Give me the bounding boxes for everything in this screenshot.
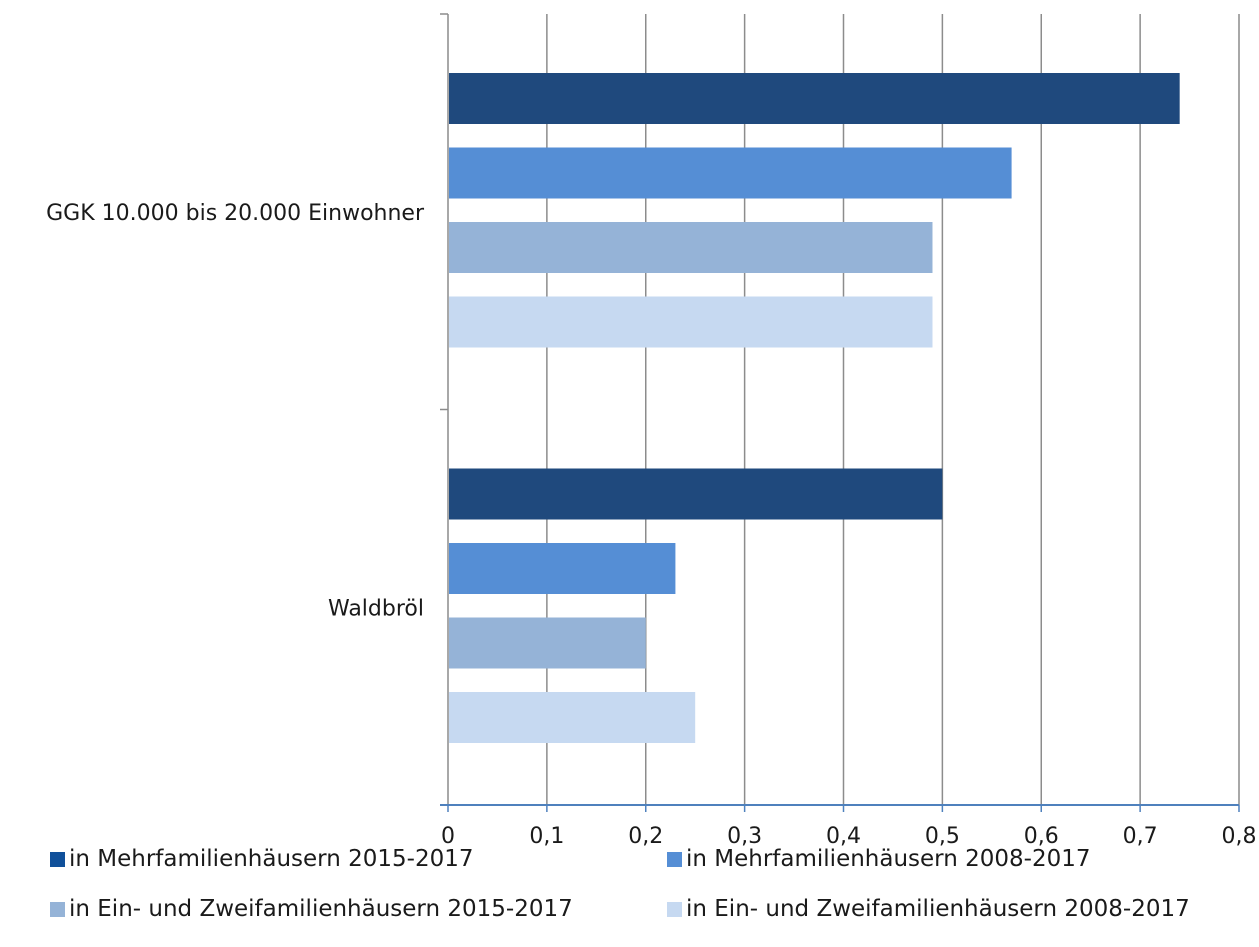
x-tick-label: 0,1	[529, 824, 564, 846]
bar-ggk-series-3	[449, 296, 933, 348]
legend-item: in Ein- und Zweifamilienhäusern 2008-201…	[667, 896, 1190, 922]
legend-label: in Mehrfamilienhäusern 2008-2017	[686, 846, 1091, 872]
bar-ggk-series-2	[449, 222, 933, 273]
x-tick-labels: 0 0,1 0,2 0,3 0,4 0,5 0,6 0,7 0,8	[441, 824, 1257, 846]
bar-waldbroel-series-0	[449, 468, 943, 520]
bar-chart: 0 0,1 0,2 0,3 0,4 0,5 0,6 0,7 0,8 GGK 10.000 bis…	[46, 13, 1257, 846]
axes	[440, 13, 1240, 812]
x-tick-label: 0,6	[1024, 824, 1059, 846]
x-tick-label: 0	[441, 824, 455, 846]
gridlines	[546, 14, 1240, 805]
legend-swatch-mfh-2015-2017	[50, 851, 65, 867]
legend-swatch-ezfh-2008-2017	[667, 901, 682, 917]
x-tick-label: 0,2	[628, 824, 663, 846]
category-label: Waldbröl	[328, 596, 424, 621]
legend-item: in Ein- und Zweifamilienhäusern 2015-201…	[50, 896, 573, 922]
legend: in Mehrfamilienhäusern 2015-2017 in Mehr…	[50, 846, 1250, 946]
legend-swatch-mfh-2008-2017	[667, 851, 682, 867]
x-tick-label: 0,8	[1222, 824, 1257, 846]
bar-ggk-series-1	[449, 147, 1012, 199]
x-tick-label: 0,7	[1123, 824, 1158, 846]
bar-waldbroel-series-2	[449, 617, 646, 669]
x-tick-label: 0,5	[925, 824, 960, 846]
legend-swatch-ezfh-2015-2017	[50, 901, 65, 917]
legend-label: in Ein- und Zweifamilienhäusern 2008-201…	[686, 896, 1190, 922]
legend-label: in Mehrfamilienhäusern 2015-2017	[69, 846, 474, 872]
category-labels: GGK 10.000 bis 20.000 Einwohner Waldbröl	[46, 201, 425, 622]
category-label: GGK 10.000 bis 20.000 Einwohner	[46, 201, 425, 226]
legend-item: in Mehrfamilienhäusern 2015-2017	[50, 846, 474, 872]
bar-waldbroel-series-3	[449, 692, 696, 743]
x-tick-label: 0,3	[727, 824, 762, 846]
legend-label: in Ein- und Zweifamilienhäusern 2015-201…	[69, 896, 573, 922]
bar-ggk-series-0	[449, 73, 1180, 124]
legend-item: in Mehrfamilienhäusern 2008-2017	[667, 846, 1091, 872]
bars	[449, 73, 1180, 743]
x-tick-label: 0,4	[826, 824, 861, 846]
bar-waldbroel-series-1	[449, 543, 676, 594]
